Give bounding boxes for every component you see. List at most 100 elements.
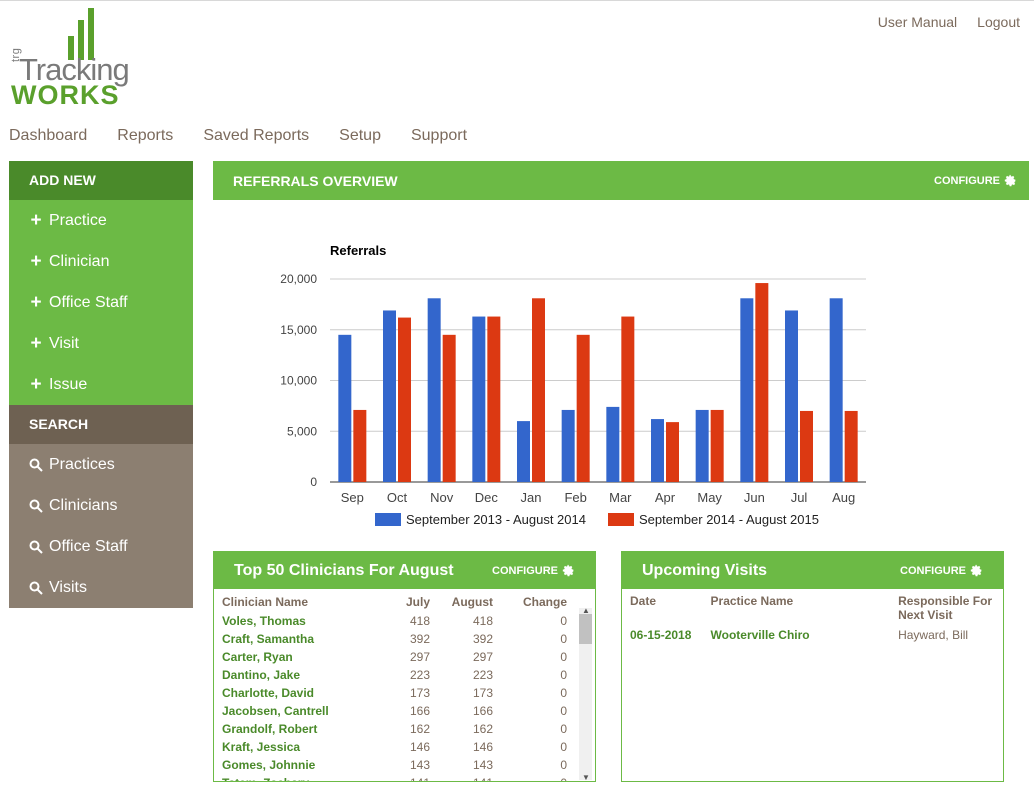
- add-clinician-item[interactable]: + Clinician: [9, 241, 193, 282]
- search-clinicians-item[interactable]: Clinicians: [9, 485, 193, 526]
- nav-dashboard[interactable]: Dashboard: [9, 127, 88, 144]
- visits-table-body: 06-15-2018 Wooterville Chiro Hayward, Bill: [630, 628, 1000, 642]
- referrals-panel-header: REFERRALS OVERVIEW CONFIGURE: [213, 161, 1029, 200]
- bar-series1: [695, 409, 709, 482]
- clinicians-scrollbar[interactable]: ▲ ▼: [579, 606, 592, 782]
- table-row[interactable]: Jacobsen, Cantrell 166 166 0: [222, 702, 567, 720]
- x-tick-label: Jan: [521, 490, 542, 505]
- table-row[interactable]: 06-15-2018 Wooterville Chiro Hayward, Bill: [630, 628, 1000, 642]
- logout-link[interactable]: Logout: [977, 14, 1020, 30]
- responsible-cell: Hayward, Bill: [898, 628, 969, 642]
- nav-reports[interactable]: Reports: [117, 127, 174, 144]
- clinician-name-cell[interactable]: Grandolf, Robert: [222, 722, 318, 736]
- logo-bars-icon: [68, 8, 98, 60]
- clinician-name-cell[interactable]: Gomes, Johnnie: [222, 758, 316, 772]
- search-office-staff-item[interactable]: Office Staff: [9, 526, 193, 567]
- add-issue-item[interactable]: + Issue: [9, 364, 193, 405]
- table-row[interactable]: Charlotte, David 173 173 0: [222, 684, 567, 702]
- referrals-configure-button[interactable]: CONFIGURE: [934, 174, 1017, 187]
- sidebar: ADD NEW + Practice + Clinician + Office …: [9, 161, 193, 608]
- clinician-name-cell[interactable]: Carter, Ryan: [222, 650, 293, 664]
- table-row[interactable]: Voles, Thomas 418 418 0: [222, 612, 567, 630]
- clinician-name-cell[interactable]: Voles, Thomas: [222, 614, 306, 628]
- august-cell: 418: [472, 614, 493, 628]
- x-tick-label: Sep: [341, 490, 364, 505]
- scrollbar-thumb[interactable]: [579, 614, 592, 644]
- configure-label: CONFIGURE: [934, 174, 1000, 187]
- august-cell: 223: [472, 668, 493, 682]
- table-row[interactable]: Grandolf, Robert 162 162 0: [222, 720, 567, 738]
- july-cell: 146: [409, 740, 430, 754]
- clinician-name-cell[interactable]: Dantino, Jake: [222, 668, 301, 682]
- clinician-name-cell[interactable]: Jacobsen, Cantrell: [222, 704, 329, 718]
- add-clinician-label: Clinician: [49, 253, 110, 270]
- x-tick-label: May: [697, 490, 722, 505]
- clinicians-table-body: Voles, Thomas 418 418 0 Craft, Samantha 392 39…: [222, 612, 567, 781]
- nav-support[interactable]: Support: [410, 127, 468, 144]
- bar-series1: [606, 406, 620, 482]
- add-office-staff-item[interactable]: + Office Staff: [9, 282, 193, 323]
- change-cell: 0: [560, 614, 567, 628]
- clinicians-configure-button[interactable]: CONFIGURE: [492, 564, 575, 577]
- bar-series2: [532, 298, 545, 482]
- main-nav: Dashboard Reports Saved Reports Setup Su…: [9, 127, 467, 145]
- bar-series1: [785, 310, 798, 482]
- july-cell: 162: [409, 722, 430, 736]
- bar-series2: [844, 410, 858, 482]
- top-clinicians-header: Top 50 Clinicians For August CONFIGURE: [214, 552, 595, 589]
- clinician-name-cell[interactable]: Charlotte, David: [222, 686, 315, 700]
- search-icon: [29, 540, 43, 554]
- gear-icon: [1004, 174, 1016, 187]
- change-cell: 0: [560, 686, 567, 700]
- add-visit-item[interactable]: + Visit: [9, 323, 193, 364]
- bar-series2: [800, 410, 813, 482]
- table-row[interactable]: Kraft, Jessica 146 146 0: [222, 738, 567, 756]
- august-cell: 173: [472, 686, 493, 700]
- july-cell: 392: [409, 632, 430, 646]
- visit-date-cell[interactable]: 06-15-2018: [630, 628, 692, 642]
- table-row[interactable]: Gomes, Johnnie 143 143 0: [222, 756, 567, 774]
- july-cell: 173: [409, 686, 430, 700]
- scroll-down-icon[interactable]: ▼: [582, 773, 590, 782]
- trackingworks-logo[interactable]: trg Tracking WORKS: [10, 8, 160, 110]
- practice-name-cell[interactable]: Wooterville Chiro: [710, 628, 810, 642]
- search-practices-item[interactable]: Practices: [9, 444, 193, 485]
- add-practice-item[interactable]: + Practice: [9, 200, 193, 241]
- x-tick-label: Dec: [475, 490, 499, 505]
- nav-setup[interactable]: Setup: [339, 127, 381, 144]
- legend-swatch: [608, 513, 634, 526]
- visits-configure-button[interactable]: CONFIGURE: [900, 564, 983, 577]
- search-visits-item[interactable]: Visits: [9, 567, 193, 608]
- logo-tracking: Tracking: [19, 52, 130, 87]
- search-visits-label: Visits: [49, 579, 87, 596]
- configure-label: CONFIGURE: [492, 564, 558, 577]
- y-tick-label: 15,000: [280, 323, 317, 337]
- table-row[interactable]: Carter, Ryan 297 297 0: [222, 648, 567, 666]
- bar-series1: [427, 298, 441, 482]
- clinician-name-cell[interactable]: Craft, Samantha: [222, 632, 315, 646]
- x-tick-label: Feb: [564, 490, 586, 505]
- nav-saved-reports[interactable]: Saved Reports: [203, 127, 310, 144]
- x-tick-label: Oct: [387, 490, 408, 505]
- search-icon: [29, 499, 43, 513]
- bar-series1: [740, 298, 754, 482]
- july-cell: 166: [409, 704, 430, 718]
- bar-series2: [621, 316, 635, 482]
- clinician-name-cell[interactable]: Kraft, Jessica: [222, 740, 301, 754]
- col-responsible: Responsible For Next Visit: [898, 594, 993, 622]
- user-manual-link[interactable]: User Manual: [877, 14, 958, 30]
- search-practices-label: Practices: [49, 456, 115, 473]
- table-row[interactable]: Tatem, Zachary1411410: [222, 774, 567, 781]
- y-tick-label: 5,000: [287, 424, 317, 438]
- table-row[interactable]: Craft, Samantha 392 392 0: [222, 630, 567, 648]
- x-tick-label: Jun: [744, 490, 765, 505]
- x-tick-label: Apr: [655, 490, 676, 505]
- bar-series2: [442, 334, 456, 482]
- table-row[interactable]: Dantino, Jake 223 223 0: [222, 666, 567, 684]
- table-header-row: Date Practice Name Responsible For Next …: [630, 594, 1000, 628]
- clinician-name-cell[interactable]: Tatem, Zachary: [222, 774, 392, 781]
- july-cell: 223: [409, 668, 430, 682]
- bar-series2: [666, 422, 679, 482]
- scroll-up-icon[interactable]: ▲: [582, 606, 590, 615]
- bar-series1: [472, 316, 486, 482]
